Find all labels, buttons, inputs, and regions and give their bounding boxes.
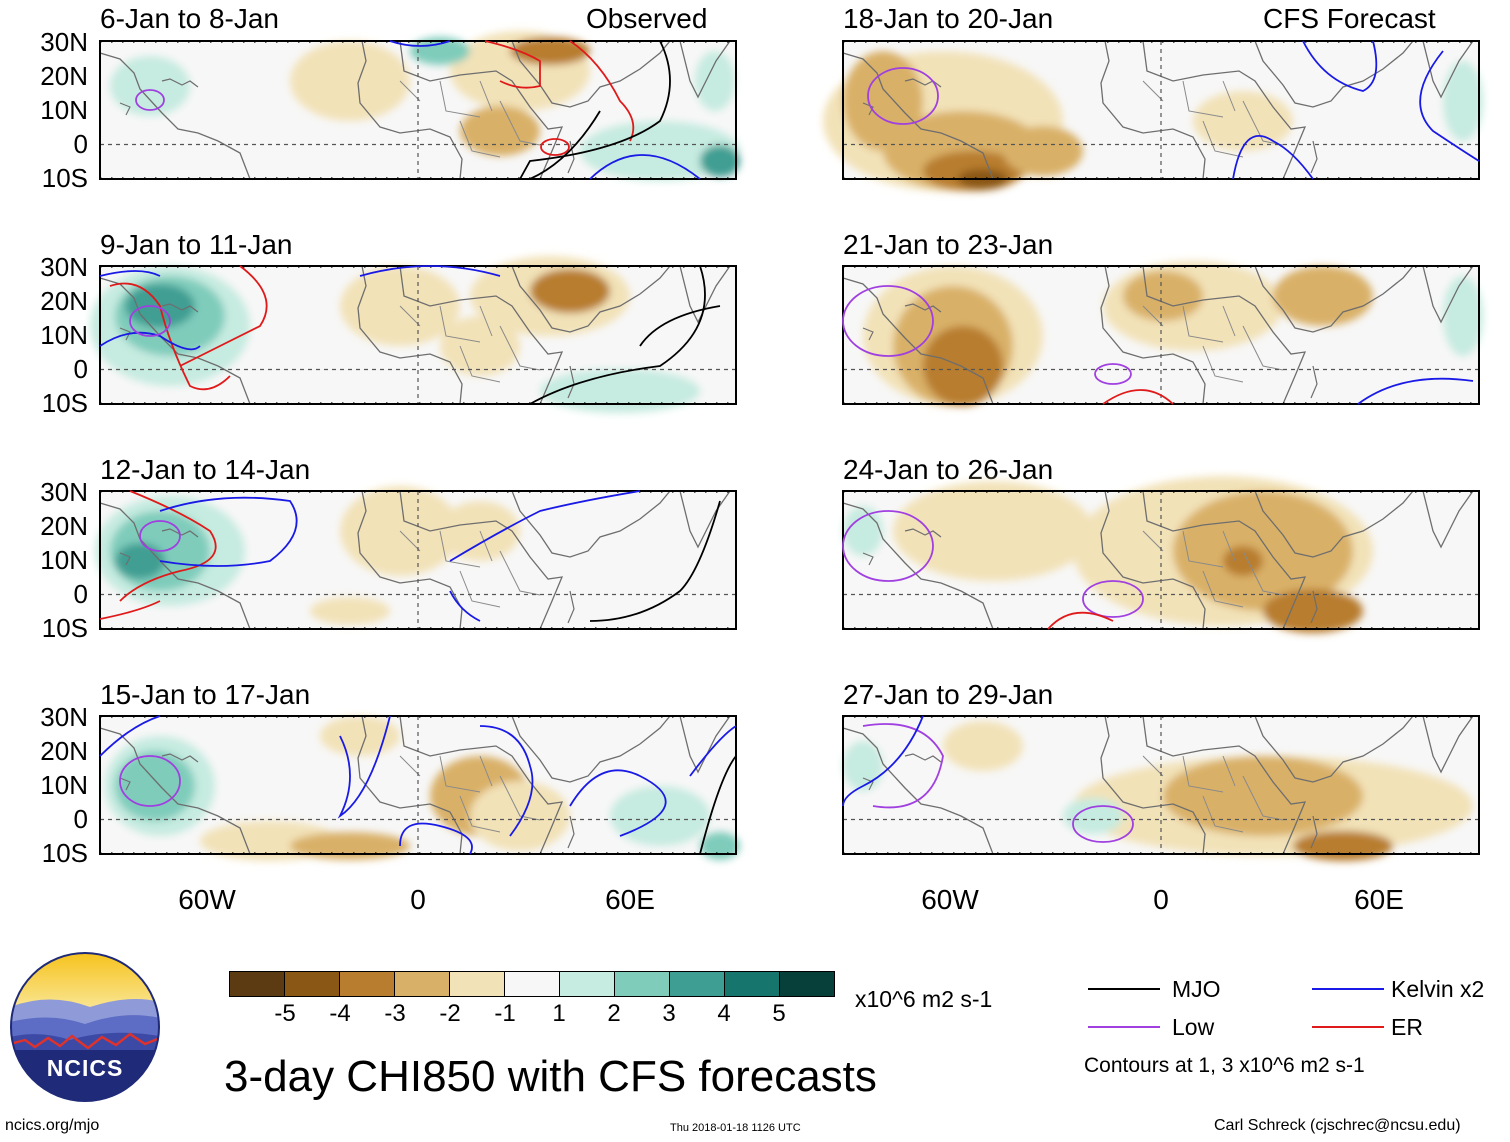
colorbar-units: x10^6 m2 s-1 [855, 986, 993, 1012]
lon-label: 60E [605, 884, 655, 915]
colorbar-label: 5 [772, 1000, 786, 1027]
lon-label: 60W [178, 884, 236, 915]
logo-text: NCICS [46, 1055, 124, 1081]
colorbar-swatch [504, 972, 559, 996]
panel-title: 18-Jan to 20-Jan [843, 3, 1054, 34]
lat-label: 10N [40, 545, 88, 575]
colorbar-swatch [339, 972, 394, 996]
colorbar-label: 4 [717, 1000, 731, 1027]
lat-label: 30N [40, 27, 88, 57]
credit: Carl Schreck (cjschrec@ncsu.edu) [1214, 1117, 1461, 1134]
legend-lines [1088, 988, 1384, 1028]
contours-note: Contours at 1, 3 x10^6 m2 s-1 [1084, 1054, 1365, 1077]
panel-title: 15-Jan to 17-Jan [100, 679, 311, 710]
colorbar-label: 3 [662, 1000, 676, 1027]
lat-label: 10N [40, 95, 88, 125]
lat-label: 0 [73, 804, 88, 834]
timestamp: Thu 2018-01-18 1126 UTC [670, 1122, 801, 1134]
lat-label: 10S [41, 388, 88, 418]
colorbar-label: -4 [329, 1000, 351, 1027]
colorbar-swatch [284, 972, 339, 996]
panel-title: 12-Jan to 14-Jan [100, 454, 311, 485]
panel-title: 9-Jan to 11-Jan [100, 229, 293, 260]
colorbar-label: -1 [494, 1000, 516, 1027]
lat-label: 20N [40, 286, 88, 316]
panel-title: 6-Jan to 8-Jan [100, 3, 279, 34]
colorbar-swatch [614, 972, 669, 996]
map-panels [90, 31, 1483, 861]
lat-label: 30N [40, 252, 88, 282]
legend-label: ER [1391, 1014, 1423, 1040]
lat-label: 20N [40, 61, 88, 91]
colorbar-swatch [779, 972, 834, 996]
legend-label: Low [1172, 1014, 1215, 1040]
colorbar-swatch [724, 972, 779, 996]
colorbar-swatch [230, 972, 284, 996]
lon-label: 0 [410, 884, 426, 915]
observed-label: Observed [586, 3, 708, 34]
lat-label: 10S [41, 163, 88, 193]
colorbar-label: -5 [274, 1000, 296, 1027]
lon-label: 60W [921, 884, 979, 915]
lat-label: 20N [40, 736, 88, 766]
colorbar [229, 971, 835, 997]
lat-label: 20N [40, 511, 88, 541]
colorbar-label: -3 [384, 1000, 406, 1027]
main-title: 3-day CHI850 with CFS forecasts [224, 1052, 877, 1101]
lon-label: 60E [1354, 884, 1404, 915]
website-link[interactable]: ncics.org/mjo [5, 1117, 100, 1134]
colorbar-label: -2 [439, 1000, 461, 1027]
panel-title: 21-Jan to 23-Jan [843, 229, 1054, 260]
ncics-logo [10, 952, 160, 1102]
lat-label: 0 [73, 354, 88, 384]
panel-title: 24-Jan to 26-Jan [843, 454, 1054, 485]
lat-label: 10N [40, 770, 88, 800]
lat-label: 0 [73, 579, 88, 609]
lat-label: 10N [40, 320, 88, 350]
colorbar-swatch [669, 972, 724, 996]
lat-label: 30N [40, 477, 88, 507]
lat-label: 30N [40, 702, 88, 732]
colorbar-swatch [559, 972, 614, 996]
colorbar-swatch [449, 972, 504, 996]
lat-label: 10S [41, 838, 88, 868]
colorbar-label: 2 [607, 1000, 621, 1027]
legend-label: Kelvin x2 [1391, 976, 1485, 1002]
panel-title: 27-Jan to 29-Jan [843, 679, 1054, 710]
legend-label: MJO [1172, 976, 1221, 1002]
lat-label: 10S [41, 613, 88, 643]
forecast-label: CFS Forecast [1263, 3, 1436, 34]
colorbar-swatch [394, 972, 449, 996]
colorbar-label: 1 [552, 1000, 566, 1027]
lon-label: 0 [1153, 884, 1169, 915]
lat-label: 0 [73, 129, 88, 159]
